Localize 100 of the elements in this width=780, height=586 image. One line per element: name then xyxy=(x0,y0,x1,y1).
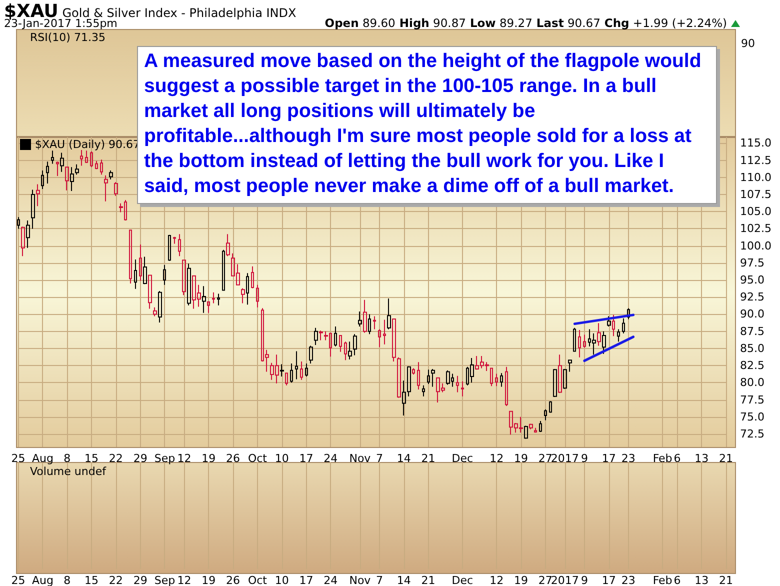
category-label: Oct xyxy=(248,574,267,586)
x-tick-label: 21 xyxy=(421,452,436,465)
x-tick-label: 21 xyxy=(719,452,733,465)
candlestick xyxy=(285,372,288,386)
candlestick xyxy=(300,360,303,380)
y-tick-label: 90.0 xyxy=(740,308,764,321)
y-tick-label: 102.5 xyxy=(740,222,772,236)
candlestick xyxy=(378,328,381,348)
y-tick-label: 85.0 xyxy=(740,342,764,355)
candlestick xyxy=(573,327,576,352)
category-label: 7 xyxy=(376,574,383,586)
candlestick xyxy=(80,150,83,166)
candlestick xyxy=(319,330,323,341)
candlestick xyxy=(368,314,371,335)
x-tick-label: Sep xyxy=(154,452,176,465)
candlestick xyxy=(553,368,557,398)
x-tick-label: Feb xyxy=(652,452,672,465)
x-tick-label: 7 xyxy=(376,452,383,465)
x-tick-label: 29 xyxy=(133,452,148,465)
candlestick xyxy=(500,372,503,388)
x-tick-label: 26 xyxy=(226,452,240,465)
y-tick-label: 100.0 xyxy=(740,239,772,252)
candlestick xyxy=(305,363,308,378)
candlestick xyxy=(592,332,596,356)
candlestick xyxy=(46,161,49,184)
candlestick xyxy=(427,369,430,385)
candlestick xyxy=(617,328,620,342)
candlestick xyxy=(383,319,386,345)
candlestick xyxy=(226,234,230,257)
y-tick-label: 77.5 xyxy=(740,393,764,406)
candlestick xyxy=(129,230,132,284)
candlestick xyxy=(51,150,54,164)
candlestick xyxy=(158,290,162,323)
candlestick xyxy=(622,318,625,334)
candlestick xyxy=(241,288,245,304)
x-tick-label: 19 xyxy=(202,452,216,465)
x-tick-label: 25 xyxy=(11,452,26,465)
y-tick-label: 82.5 xyxy=(740,359,764,372)
y-tick-label: 75.0 xyxy=(740,410,764,424)
text: Volume undef xyxy=(30,465,106,478)
y-tick-label: 95.0 xyxy=(740,274,764,287)
candlestick xyxy=(461,380,464,397)
category-label: 27 xyxy=(538,574,552,586)
y-tick-label: 112.5 xyxy=(740,154,772,167)
y-tick-label: 87.5 xyxy=(740,324,764,338)
category-label: 24 xyxy=(324,574,338,586)
candlestick xyxy=(207,301,210,314)
candlestick xyxy=(505,366,508,406)
candlestick xyxy=(31,189,35,230)
candlestick xyxy=(397,356,401,398)
candlestick xyxy=(280,364,284,378)
candlestick xyxy=(373,316,376,330)
category-label: 25 xyxy=(11,574,26,586)
category-label: 19 xyxy=(514,574,528,586)
category-label: 14 xyxy=(396,574,411,586)
category-label: Feb xyxy=(652,574,672,586)
candlestick xyxy=(392,318,396,362)
candlestick xyxy=(612,314,615,337)
candlestick xyxy=(363,299,367,334)
candlestick xyxy=(143,256,147,285)
category-label: 9 xyxy=(580,574,588,586)
category-label: 23 xyxy=(621,574,636,586)
candlestick xyxy=(627,308,630,320)
category-label: 6 xyxy=(674,574,681,586)
category-label: 13 xyxy=(694,574,709,586)
candlestick xyxy=(583,334,586,348)
candlestick xyxy=(314,327,318,346)
text: Open 89.60 High 90.87 Low 89.27 Last 90.67 Chg +1.99 (+2.24%) xyxy=(324,16,727,30)
x-tick-label: Aug xyxy=(32,452,54,465)
candlestick xyxy=(539,420,542,432)
candlestick xyxy=(568,360,572,372)
y-tick-label: 115.0 xyxy=(740,136,772,150)
x-tick-label: 13 xyxy=(694,452,709,465)
y-tick-label: 107.5 xyxy=(740,188,772,201)
category-label: Nov xyxy=(349,574,371,586)
text: 90 xyxy=(741,37,755,50)
y-tick-label: 105.0 xyxy=(740,205,772,218)
x-tick-label: Nov xyxy=(349,452,372,465)
x-tick-label: 17 xyxy=(602,452,616,465)
candlestick xyxy=(65,166,69,191)
candlestick xyxy=(495,373,498,387)
x-tick-label: 6 xyxy=(674,452,681,465)
candlestick xyxy=(295,350,298,380)
candlestick xyxy=(339,334,342,352)
candlestick xyxy=(163,264,166,286)
candlestick xyxy=(109,170,113,180)
candlestick xyxy=(431,368,435,388)
candlestick xyxy=(344,341,347,361)
candlestick xyxy=(534,427,537,434)
candlestick xyxy=(412,368,415,375)
candlestick xyxy=(387,298,391,330)
x-tick-label: Oct xyxy=(248,452,268,465)
candlestick xyxy=(60,152,64,172)
category-label: 12 xyxy=(490,574,504,586)
candlestick xyxy=(309,345,313,364)
x-tick-label: 12 xyxy=(177,452,192,465)
candlestick xyxy=(56,161,59,177)
candlestick xyxy=(602,330,606,354)
candlestick xyxy=(26,220,30,248)
candlestick xyxy=(246,272,249,306)
